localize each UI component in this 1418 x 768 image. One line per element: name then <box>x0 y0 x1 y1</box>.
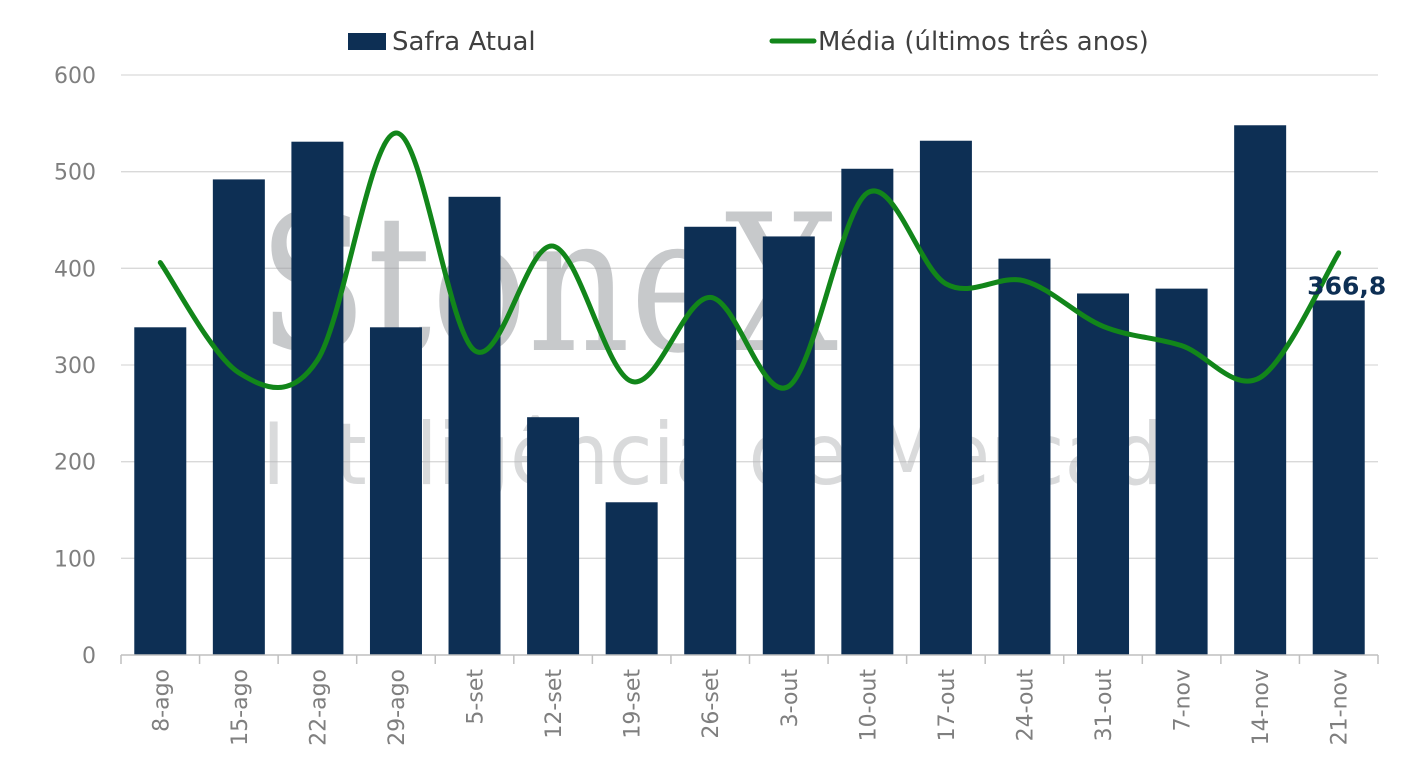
y-tick-label: 300 <box>54 354 96 379</box>
bar-10-out <box>841 168 894 655</box>
x-tick-label: 5-set <box>464 669 489 725</box>
x-tick-label: 29-ago <box>385 669 410 746</box>
y-tick-label: 500 <box>54 161 96 186</box>
y-tick-label: 600 <box>54 64 96 89</box>
bar-26-set <box>684 226 737 655</box>
x-tick-label: 22-ago <box>306 669 331 746</box>
legend-label-safra-atual: Safra Atual <box>392 27 536 57</box>
legend-swatch-safra-atual <box>348 33 386 50</box>
bar-5-set <box>448 196 501 656</box>
legend: Safra Atual Média (últimos três anos) <box>348 27 1149 57</box>
y-tick-label: 400 <box>54 257 96 282</box>
bar-12-set <box>527 417 580 655</box>
x-tick-label: 7-nov <box>1171 669 1196 731</box>
bar-17-out <box>919 140 972 655</box>
y-tick-label: 100 <box>54 547 96 572</box>
x-tick-label: 3-out <box>778 669 803 728</box>
y-tick-label: 200 <box>54 451 96 476</box>
bar-19-set <box>605 502 658 655</box>
x-tick-label: 21-nov <box>1328 669 1353 745</box>
x-tick-label: 15-ago <box>228 669 253 746</box>
x-tick-label: 24-out <box>1013 669 1038 742</box>
x-tick-label: 26-set <box>699 669 724 739</box>
bar-24-out <box>998 258 1051 655</box>
bar-15-ago <box>212 179 265 655</box>
line-series <box>157 130 1342 391</box>
data-labels: 366,8 <box>1307 271 1386 300</box>
bar-3-out <box>762 236 815 655</box>
bar-14-nov <box>1234 125 1287 656</box>
bar-series <box>134 125 1365 656</box>
axes: 0 100 200 300 400 500 600 8-ago 15-ago 22-ago 29-a… <box>54 64 1379 746</box>
legend-label-media: Média (últimos três anos) <box>818 27 1149 57</box>
x-tick-label: 8-ago <box>149 669 174 732</box>
x-tick-label: 10-out <box>856 669 881 742</box>
y-tick-label: 0 <box>82 644 96 669</box>
bar-31-out <box>1077 293 1130 655</box>
data-label: 366,8 <box>1307 271 1386 300</box>
x-tick-label: 14-nov <box>1249 669 1274 745</box>
x-tick-label: 19-set <box>621 669 646 739</box>
x-tick-label: 17-out <box>935 669 960 742</box>
x-tick-label: 12-set <box>542 669 567 739</box>
bar-7-nov <box>1155 288 1208 655</box>
x-tick-label: 31-out <box>1092 669 1117 742</box>
bar-22-ago <box>291 141 344 655</box>
bar-8-ago <box>134 327 187 655</box>
watermark-brand: StoneX <box>258 174 838 395</box>
bar-29-ago <box>369 327 422 655</box>
bar-21-nov <box>1312 300 1365 655</box>
